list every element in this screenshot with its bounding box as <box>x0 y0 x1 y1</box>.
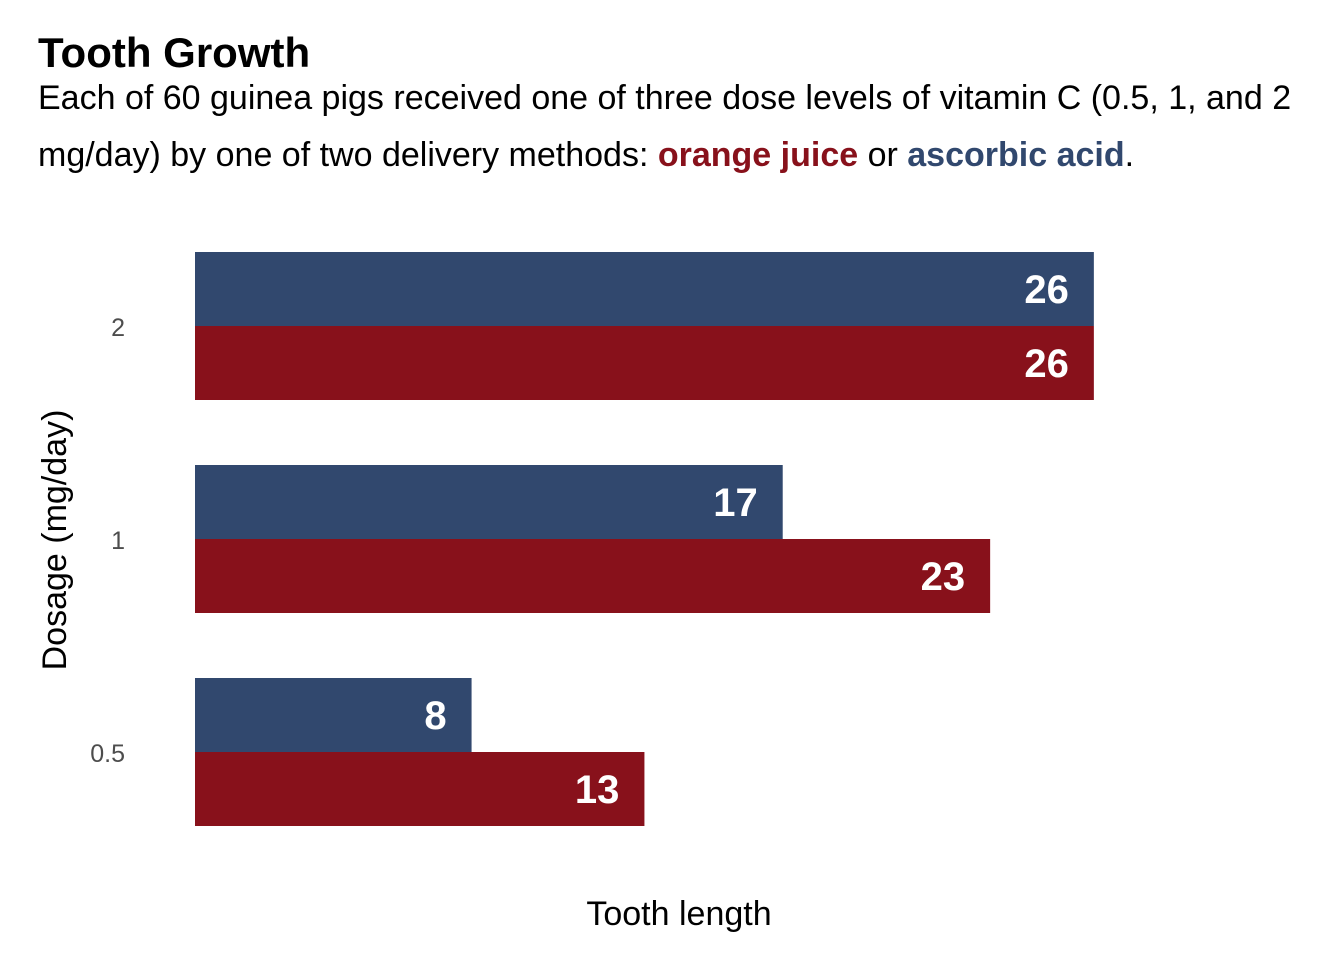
data-label-ascorbic-acid-0.5: 8 <box>424 694 446 738</box>
chart-subtitle: Each of 60 guinea pigs received one of t… <box>38 70 1328 184</box>
subtitle-text-mid: or <box>858 136 908 174</box>
bar-orange-juice-0.5 <box>195 752 645 826</box>
subtitle-text-post: . <box>1124 136 1135 174</box>
data-label-ascorbic-acid-1: 17 <box>713 481 758 525</box>
bar-ascorbic-acid-0.5 <box>195 678 472 752</box>
data-label-orange-juice-1: 23 <box>921 555 966 599</box>
data-label-orange-juice-2: 26 <box>1024 342 1069 386</box>
chart-title: Tooth Growth <box>38 29 311 76</box>
y-tick-label: 1 <box>111 527 125 555</box>
x-axis-title: Tooth length <box>586 895 771 933</box>
y-tick-label: 0.5 <box>90 740 125 768</box>
bar-ascorbic-acid-2 <box>195 252 1094 326</box>
bar-orange-juice-2 <box>195 326 1094 400</box>
subtitle-text-pre: Each of 60 guinea pigs received one of t… <box>38 79 1292 174</box>
data-label-ascorbic-acid-2: 26 <box>1024 268 1069 312</box>
y-axis-title: Dosage (mg/day) <box>36 410 74 671</box>
subtitle-orange-juice: orange juice <box>657 136 859 174</box>
subtitle-ascorbic-acid: ascorbic acid <box>907 136 1125 174</box>
bar-orange-juice-1 <box>195 539 991 613</box>
bar-ascorbic-acid-1 <box>195 465 783 539</box>
y-tick-label: 2 <box>111 314 125 342</box>
data-label-orange-juice-0.5: 13 <box>575 768 620 812</box>
